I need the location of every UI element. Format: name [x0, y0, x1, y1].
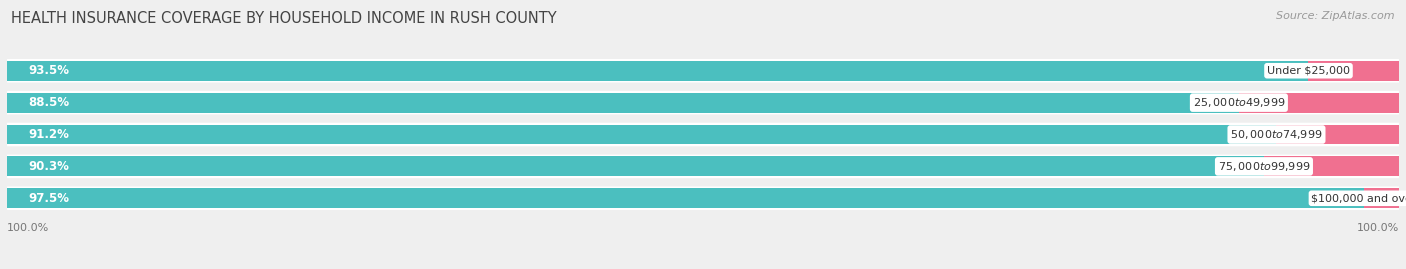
Text: $100,000 and over: $100,000 and over [1312, 193, 1406, 203]
Bar [7, 93, 1239, 112]
FancyBboxPatch shape [7, 91, 1399, 114]
FancyBboxPatch shape [7, 123, 1399, 146]
FancyBboxPatch shape [7, 155, 1399, 178]
Text: 93.5%: 93.5% [28, 64, 69, 77]
Text: $50,000 to $74,999: $50,000 to $74,999 [1230, 128, 1323, 141]
Bar [1264, 157, 1399, 176]
Text: Source: ZipAtlas.com: Source: ZipAtlas.com [1277, 11, 1395, 21]
Bar [7, 61, 1309, 81]
Text: Under $25,000: Under $25,000 [1267, 66, 1350, 76]
FancyBboxPatch shape [7, 186, 1399, 210]
Text: HEALTH INSURANCE COVERAGE BY HOUSEHOLD INCOME IN RUSH COUNTY: HEALTH INSURANCE COVERAGE BY HOUSEHOLD I… [11, 11, 557, 26]
Text: $75,000 to $99,999: $75,000 to $99,999 [1218, 160, 1310, 173]
Bar [7, 188, 1364, 208]
Bar [7, 157, 1264, 176]
Text: 100.0%: 100.0% [1357, 223, 1399, 233]
Bar [1239, 93, 1399, 112]
Text: $25,000 to $49,999: $25,000 to $49,999 [1192, 96, 1285, 109]
Text: 88.5%: 88.5% [28, 96, 69, 109]
Text: 100.0%: 100.0% [7, 223, 49, 233]
Text: 90.3%: 90.3% [28, 160, 69, 173]
Bar [1309, 61, 1399, 81]
Bar [1277, 125, 1399, 144]
Bar [1364, 188, 1399, 208]
Text: 97.5%: 97.5% [28, 192, 69, 205]
Text: 91.2%: 91.2% [28, 128, 69, 141]
FancyBboxPatch shape [7, 59, 1399, 83]
Bar [7, 125, 1277, 144]
